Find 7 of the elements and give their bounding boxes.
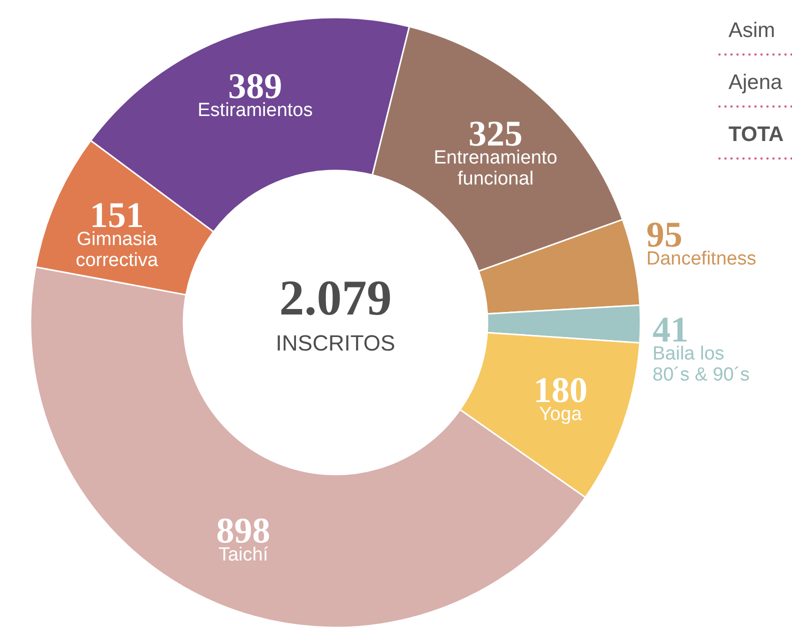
text: Ajena xyxy=(728,71,783,94)
slice-label: Yoga xyxy=(539,404,582,425)
text: TOTA xyxy=(728,123,784,146)
slice-label: Estiramientos xyxy=(198,100,313,121)
text: 2.079 xyxy=(279,270,392,326)
text: INSCRITOS xyxy=(276,330,396,356)
text: Asim xyxy=(728,19,776,42)
